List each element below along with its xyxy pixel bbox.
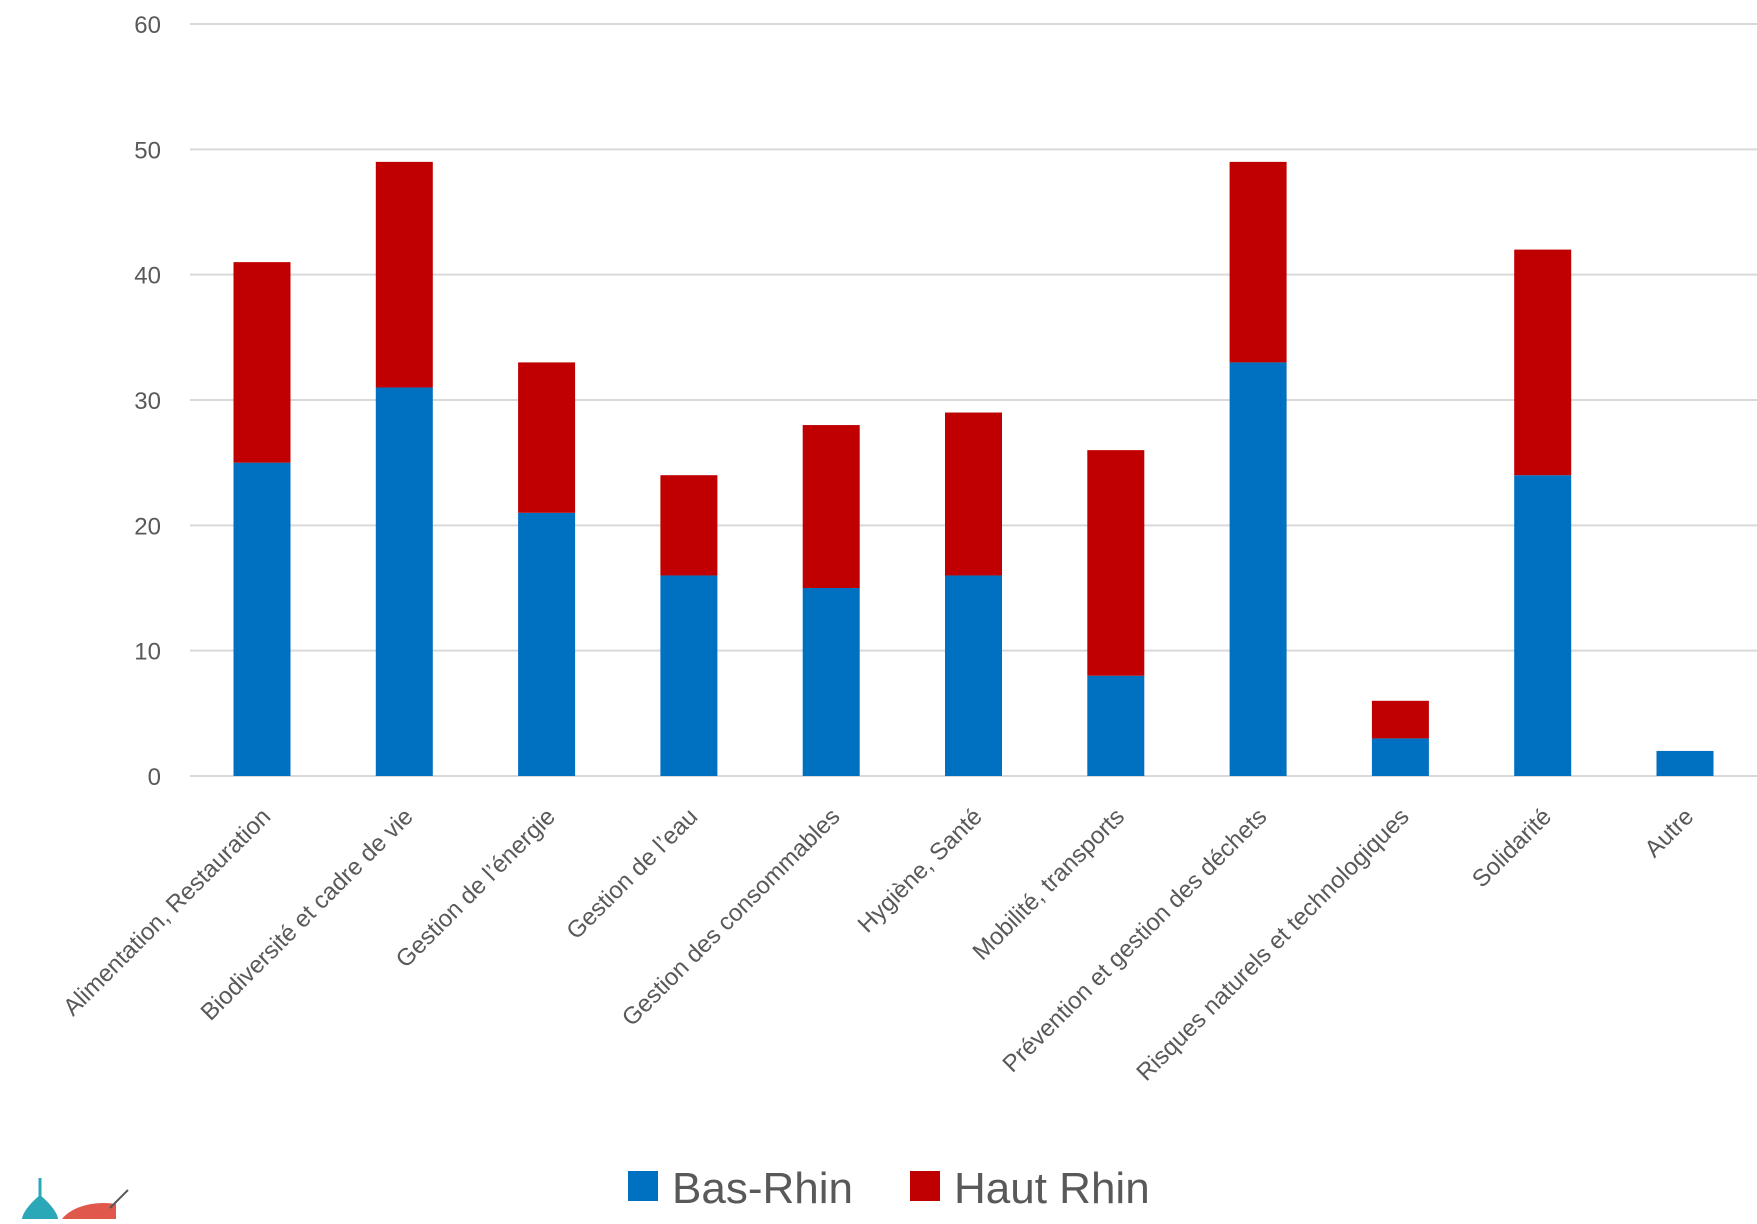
logo-icon xyxy=(22,1178,129,1219)
bar-bas-rhin xyxy=(518,512,576,776)
y-tick-label: 40 xyxy=(134,263,161,290)
bar-haut-rhin xyxy=(518,362,576,513)
bar-bas-rhin xyxy=(1229,362,1287,776)
y-tick-label: 60 xyxy=(134,12,161,39)
bar-haut-rhin xyxy=(1514,249,1572,476)
y-tick-label: 50 xyxy=(134,137,161,164)
bar-haut-rhin xyxy=(375,161,433,388)
x-category-label: Prévention et gestion des déchets xyxy=(998,803,1273,1078)
bar-bas-rhin xyxy=(1514,475,1572,776)
bar-haut-rhin xyxy=(945,412,1002,576)
bar-bas-rhin xyxy=(1087,675,1145,776)
x-category-label: Autre xyxy=(1640,803,1700,863)
legend-swatch xyxy=(910,1171,940,1201)
bars xyxy=(233,161,1714,776)
y-tick-label: 30 xyxy=(134,388,161,415)
x-category-label: Gestion de l’énergie xyxy=(391,803,561,973)
bar-bas-rhin xyxy=(802,588,860,776)
bar-haut-rhin xyxy=(233,262,291,463)
y-tick-label: 10 xyxy=(134,639,161,666)
bar-bas-rhin xyxy=(660,575,718,776)
x-category-label: Gestion de l’eau xyxy=(561,803,703,945)
x-category-label: Risques naturels et technologiques xyxy=(1131,803,1414,1086)
bar-haut-rhin xyxy=(1371,700,1429,739)
legend-label: Haut Rhin xyxy=(954,1164,1150,1213)
bar-bas-rhin xyxy=(233,462,291,776)
bar-bas-rhin xyxy=(945,575,1002,776)
bar-bas-rhin xyxy=(1656,750,1714,776)
bar-haut-rhin xyxy=(1229,161,1287,363)
legend: Bas-Rhin Haut Rhin xyxy=(628,1164,1150,1213)
y-tick-label: 20 xyxy=(134,513,161,540)
x-category-label: Solidarité xyxy=(1467,803,1557,893)
bar-bas-rhin xyxy=(375,387,433,776)
legend-swatch xyxy=(628,1171,658,1201)
y-tick-label: 0 xyxy=(148,764,161,791)
y-axis-ticks: 0 10 20 30 40 50 60 xyxy=(134,12,161,791)
x-category-label: Hygiène, Santé xyxy=(853,803,988,938)
bar-bas-rhin xyxy=(1371,738,1429,776)
x-category-label: Mobilité, transports xyxy=(968,803,1130,965)
bar-haut-rhin xyxy=(802,425,860,588)
bar-haut-rhin xyxy=(1087,450,1145,676)
legend-label: Bas-Rhin xyxy=(672,1164,853,1213)
bar-haut-rhin xyxy=(660,475,718,576)
